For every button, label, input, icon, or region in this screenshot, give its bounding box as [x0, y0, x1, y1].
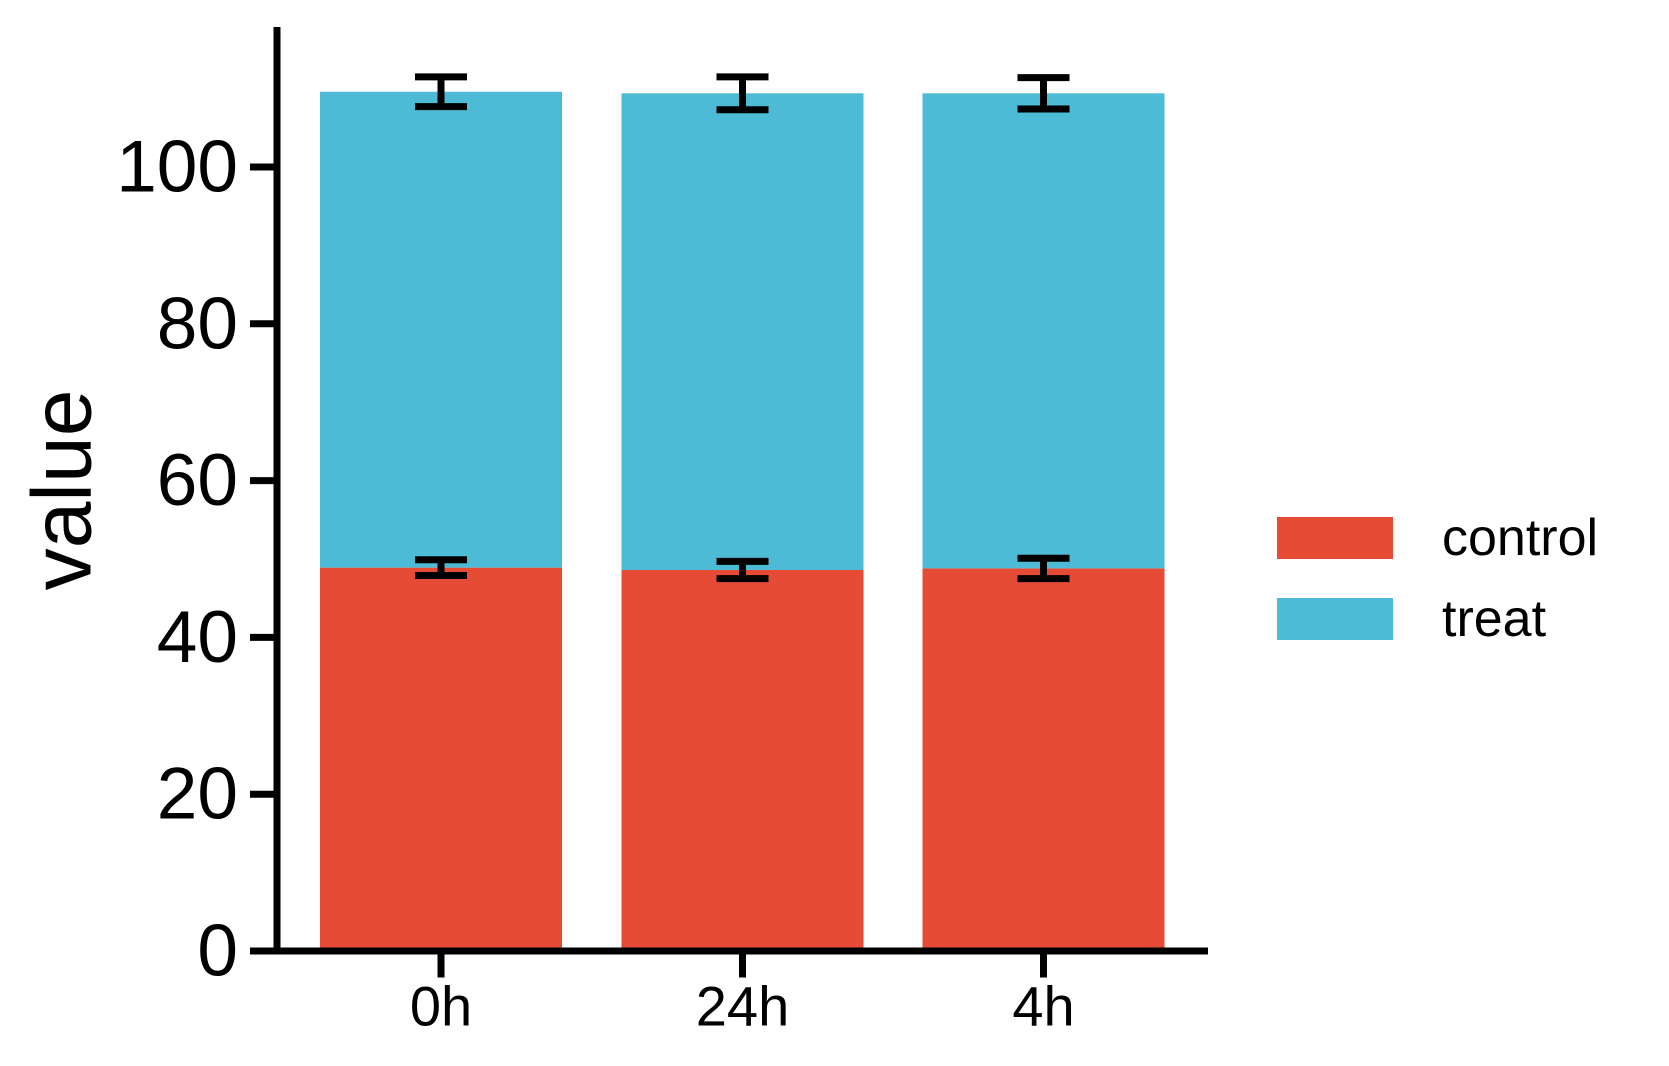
error-bar-treat-4h	[1017, 74, 1070, 113]
bar-segment-control-0h	[320, 567, 562, 951]
error-bar-control-0h	[415, 556, 467, 579]
bar-segment-control-24h	[621, 569, 864, 951]
bar-segment-treat-4h	[922, 93, 1165, 569]
legend-label-treat: treat	[1442, 590, 1547, 648]
legend-swatch-control	[1277, 517, 1393, 559]
error-bar-control-24h	[716, 557, 769, 583]
bar-segment-treat-24h	[621, 93, 864, 570]
y-tick-label-100: 100	[116, 127, 238, 208]
x-tick-label-0h: 0h	[410, 975, 472, 1038]
x-tick-label-4h: 4h	[1012, 975, 1074, 1038]
legend-item-treat: treat	[1277, 593, 1598, 645]
legend-item-control: control	[1277, 512, 1598, 564]
x-tick-label-24h: 24h	[696, 975, 789, 1038]
y-axis-title: value	[14, 389, 109, 591]
y-tick-label-20: 20	[157, 754, 238, 835]
legend: control treat	[1277, 512, 1598, 679]
bar-segment-treat-0h	[320, 91, 562, 568]
error-bar-treat-0h	[415, 73, 467, 111]
y-tick-label-40: 40	[157, 597, 238, 678]
y-tick-label-60: 60	[157, 440, 238, 521]
y-tick-label-0: 0	[197, 911, 238, 992]
legend-swatch-treat	[1277, 598, 1393, 640]
error-bar-treat-24h	[716, 73, 769, 114]
legend-label-control: control	[1442, 509, 1599, 567]
error-bar-control-4h	[1017, 554, 1070, 583]
y-tick-label-80: 80	[157, 283, 238, 364]
bar-segment-control-4h	[922, 568, 1165, 951]
